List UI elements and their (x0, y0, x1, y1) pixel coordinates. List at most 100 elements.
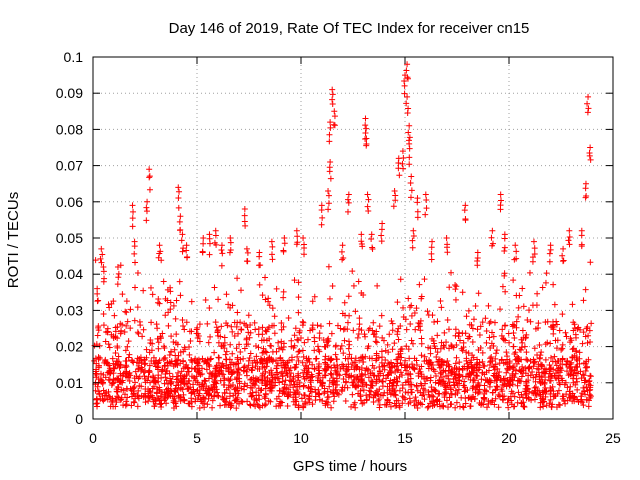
scatter-point (256, 262, 263, 269)
scatter-point (351, 374, 358, 381)
scatter-point (339, 242, 346, 249)
scatter-point (262, 390, 269, 397)
scatter-point (351, 359, 358, 366)
scatter-point (425, 391, 432, 398)
scatter-point (273, 357, 280, 364)
scatter-point (328, 371, 335, 378)
scatter-point (405, 389, 412, 396)
scatter-point (529, 369, 536, 376)
y-tick-label: 0.05 (56, 230, 83, 246)
scatter-point (273, 365, 280, 372)
scatter-point (332, 381, 339, 388)
scatter-point (491, 319, 498, 326)
scatter-point (231, 319, 238, 326)
scatter-point (472, 302, 479, 309)
scatter-point (294, 233, 301, 240)
scatter-point (248, 392, 255, 399)
scatter-point (95, 324, 102, 331)
scatter-point (264, 326, 271, 333)
scatter-point (404, 110, 411, 117)
scatter-point (448, 390, 455, 397)
scatter-point (257, 387, 264, 394)
scatter-point (158, 257, 165, 264)
scatter-point (106, 304, 113, 311)
scatter-point (130, 390, 137, 397)
scatter-point (520, 334, 527, 341)
scatter-point (97, 395, 104, 402)
scatter-point (295, 309, 302, 316)
scatter-point (304, 336, 311, 343)
scatter-point (358, 364, 365, 371)
scatter-point (462, 400, 469, 407)
scatter-point (503, 383, 510, 390)
scatter-point (582, 391, 589, 398)
scatter-point (379, 334, 386, 341)
scatter-point (295, 404, 302, 411)
scatter-point (212, 232, 219, 239)
scatter-point (381, 401, 388, 408)
scatter-point (229, 328, 236, 335)
scatter-point (459, 289, 466, 296)
scatter-point (147, 284, 154, 291)
scatter-point (166, 352, 173, 359)
scatter-point (452, 404, 459, 411)
scatter-point (326, 383, 333, 390)
scatter-point (566, 388, 573, 395)
scatter-point (196, 404, 203, 411)
scatter-point (162, 295, 169, 302)
scatter-point (401, 82, 408, 89)
scatter-point (327, 370, 334, 377)
scatter-point (489, 329, 496, 336)
scatter-point (461, 378, 468, 385)
scatter-point (244, 249, 251, 256)
scatter-point (534, 365, 541, 372)
scatter-point (583, 325, 590, 332)
scatter-point (148, 319, 155, 326)
scatter-point (437, 370, 444, 377)
scatter-point (490, 333, 497, 340)
scatter-point (578, 243, 585, 250)
scatter-point (269, 256, 276, 263)
scatter-point (489, 242, 496, 249)
scatter-point (258, 386, 265, 393)
scatter-point (525, 377, 532, 384)
scatter-point (298, 395, 305, 402)
scatter-point (296, 348, 303, 355)
scatter-point (324, 388, 331, 395)
scatter-point (391, 187, 398, 194)
scatter-point (582, 185, 589, 192)
scatter-point (521, 404, 528, 411)
scatter-point (562, 379, 569, 386)
scatter-point (411, 309, 418, 316)
scatter-point (519, 285, 526, 292)
scatter-point (144, 198, 151, 205)
scatter-point (171, 346, 178, 353)
scatter-point (295, 370, 302, 377)
scatter-point (244, 365, 251, 372)
scatter-point (277, 398, 284, 405)
scatter-point (573, 356, 580, 363)
scatter-point (551, 372, 558, 379)
scatter-point (117, 372, 124, 379)
scatter-point (551, 353, 558, 360)
scatter-point (125, 338, 132, 345)
scatter-point (281, 384, 288, 391)
scatter-point (529, 302, 536, 309)
scatter-point (362, 353, 369, 360)
scatter-point (234, 387, 241, 394)
scatter-point (522, 334, 529, 341)
scatter-point (370, 319, 377, 326)
scatter-point (404, 75, 411, 82)
scatter-point (324, 394, 331, 401)
scatter-point (175, 184, 182, 191)
scatter-point (373, 355, 380, 362)
scatter-point (524, 357, 531, 364)
scatter-point (260, 345, 267, 352)
scatter-point (537, 392, 544, 399)
scatter-point (215, 354, 222, 361)
scatter-point (418, 340, 425, 347)
scatter-point (334, 363, 341, 370)
scatter-point (467, 359, 474, 366)
scatter-point (508, 376, 515, 383)
scatter-point (339, 361, 346, 368)
